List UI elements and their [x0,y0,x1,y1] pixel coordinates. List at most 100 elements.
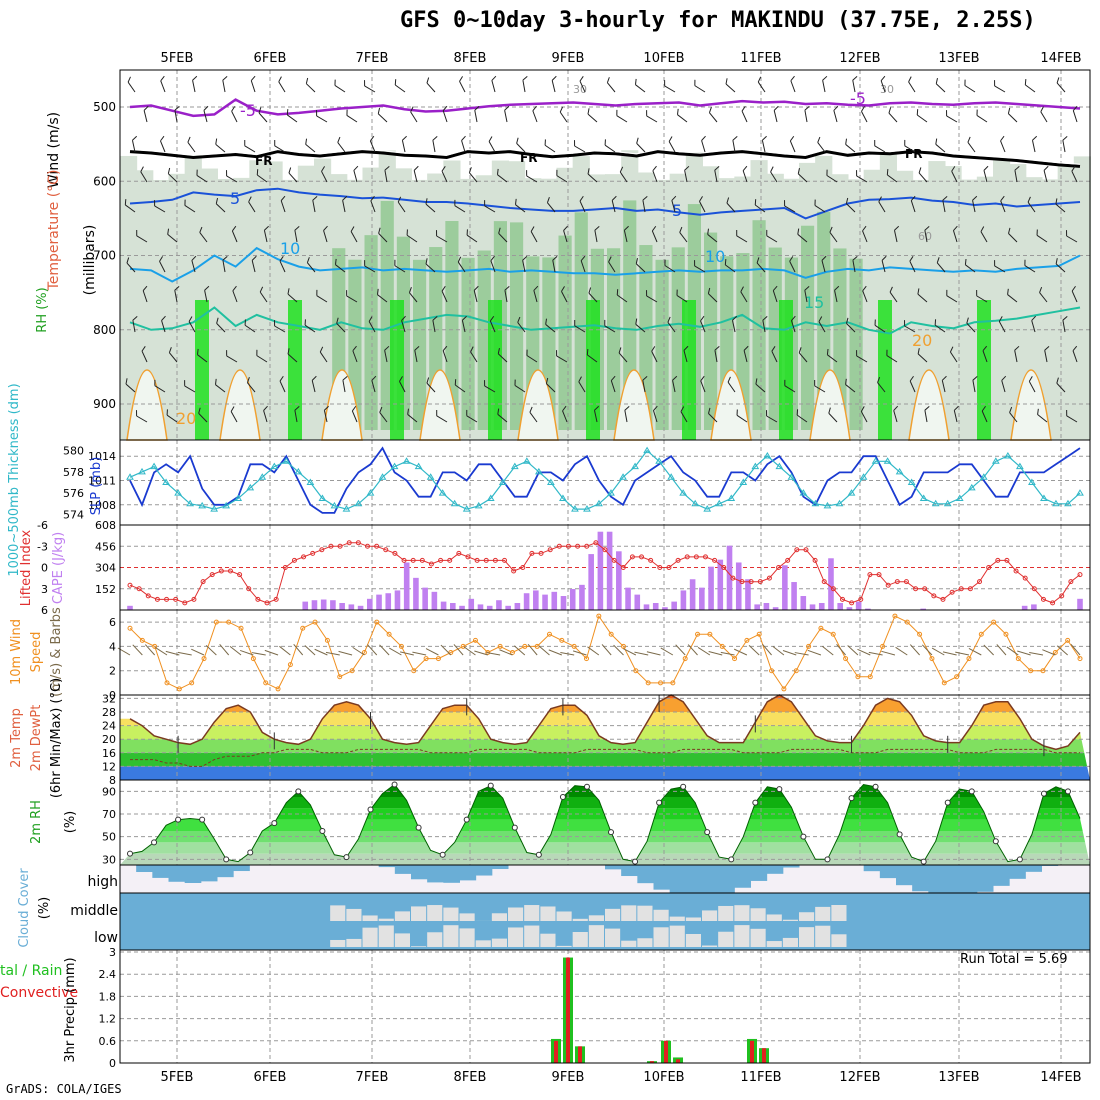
wind-barb-flag [556,169,558,176]
temp-band [120,698,1090,712]
rh-band-light [249,160,267,441]
wind-barb-flag [646,290,648,296]
wind-barb [441,170,448,183]
wind-barb-flag [199,226,203,233]
wind-barb-flag [563,225,568,231]
thickness-point [583,505,591,512]
wind-barb-flag [972,195,978,201]
wind-barb [379,412,388,423]
wind-barb [852,80,856,93]
wind-barb [556,175,568,183]
rh-point [511,824,518,831]
cloud-low-gap [831,934,847,947]
wind-barb-flag [1007,107,1011,114]
wind-barb-flag [862,285,867,292]
rh-point [199,816,206,823]
wind-barb-flag [983,165,989,171]
wind-barb [192,80,196,93]
wind-barb-flag [191,255,197,261]
wind-barb-flag [1000,135,1005,142]
wind-barb [1028,381,1036,393]
rh-ytick: 50 [102,831,116,844]
wind-barb [804,290,808,303]
cape-bar [625,587,631,610]
wind-barb-flag [894,225,900,231]
wind-barb-flag [287,348,290,355]
rh-band-light [993,160,1011,440]
wind-barb-flag [316,110,318,116]
wind10-point [744,637,750,643]
wind-barb-flag [708,407,711,414]
wind-barb-flag [616,289,619,296]
cloud-high-bar [233,865,250,872]
cloud-high-bar [443,865,460,883]
rh-point [920,858,927,865]
wind-barb-flag [784,379,786,386]
wind-barb [399,381,406,393]
slp-ytick: 1008 [88,499,116,512]
cloud-low-gap [491,938,507,947]
wind-barb [279,260,286,273]
wind-barb [917,353,928,363]
wind-barb-flag [790,75,795,82]
wind-barb [526,175,538,183]
date-label-bottom: 6FEB [254,1070,287,1085]
wind-barb [918,172,928,183]
wind10-barb [425,648,439,656]
wind-barb [700,320,706,333]
wind-barb [316,115,328,123]
wind-barb [232,290,238,303]
wind-barb-flag [263,405,268,411]
wind-barb-flag [668,136,673,142]
wind10-barb [675,644,686,656]
wind-barb [611,200,616,213]
wind-barb-flag [342,375,348,381]
wind-barb [484,205,496,213]
li-point [547,547,553,553]
rh-point [415,824,422,831]
wind-barb-flag [204,285,210,291]
li-point [273,596,279,602]
wind-barb-flag [432,315,438,321]
li-point [931,593,937,599]
wind-barb [1071,170,1078,183]
li-point [620,565,626,570]
wind10-barb [400,651,414,656]
wind10-point [941,680,947,686]
wind-barb-flag [251,255,257,261]
wind10-point [374,619,380,625]
wind-barb-flag [231,106,236,112]
wind-barb-flag [910,195,916,201]
cape-bar [339,603,345,610]
wind-barb [288,172,298,183]
wind-barb-flag [188,316,193,322]
wind-barb-flag [174,285,180,291]
wind-barb [364,265,376,273]
wind-barb [709,112,718,123]
wind-barb [188,321,196,333]
wind-barb [251,260,256,273]
wind-barb [754,204,766,213]
wind-barb-flag [822,75,828,81]
wind10-barb [304,645,316,656]
wind-barb [131,140,136,153]
wind-barb [818,321,826,333]
cloud-mid-gap [685,917,701,921]
li-point [949,589,955,595]
cloud-mid-gap [330,905,346,921]
cape-bar [606,531,613,610]
li-point [867,572,873,578]
wind-barb-flag [258,107,262,114]
wind-barb-flag [562,405,567,412]
wind-barb [426,382,436,393]
cape-bar [348,604,355,610]
wind-barb-flag [700,375,705,382]
contour-label-fr: FR [255,154,272,168]
cloud-mid-gap [718,905,734,921]
wind-barb [889,291,898,303]
date-label-top: 6FEB [254,51,287,66]
wind-barb [187,142,196,153]
wind10-point [226,619,232,625]
wind10-point [966,656,972,662]
wind-barb [377,113,388,123]
